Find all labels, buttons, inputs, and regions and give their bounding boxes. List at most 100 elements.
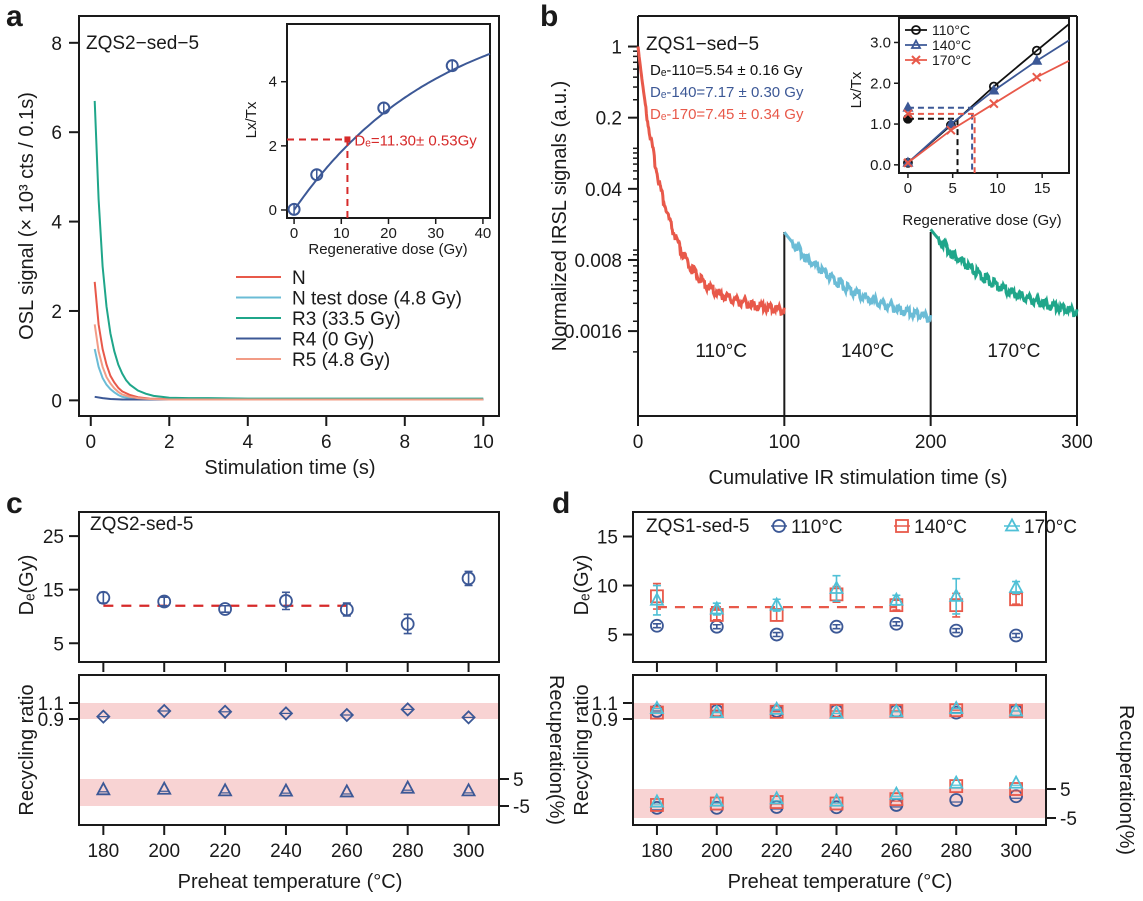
- legend-label: N test dose (4.8 Gy): [292, 289, 462, 310]
- inset-point: [1031, 54, 1043, 65]
- de-point-110c: [1009, 628, 1023, 643]
- legend-label: 170°C: [1024, 517, 1077, 538]
- de-error-bar: [832, 574, 841, 603]
- panel-c-bottom-frame: [78, 674, 500, 826]
- de-point-de: [461, 571, 476, 586]
- legend-label: 140°C: [914, 517, 967, 538]
- recycling-point: [217, 704, 233, 720]
- x-tick-label: 200: [915, 432, 947, 453]
- panel-a-ylabel: OSL signal (× 10³ cts / 0.1s): [16, 92, 38, 340]
- de-point-110c: [650, 618, 664, 633]
- recycling-point: [156, 703, 172, 719]
- de-point-de: [279, 594, 293, 608]
- inset-data-point: [445, 59, 459, 73]
- inset-point: [988, 84, 1000, 95]
- recuperation-point: [1009, 789, 1023, 804]
- inset-legend-marker: [911, 55, 921, 65]
- de-point-170c: [649, 591, 665, 606]
- inset-y-tick-label: 2.0: [870, 75, 891, 92]
- recuperation-point: [829, 796, 844, 811]
- x-tick-label: 260: [881, 841, 913, 862]
- recuperation-point: [156, 780, 172, 795]
- x-tick-label: 220: [209, 841, 241, 862]
- panel-a-osl-decay: ZQS2−sed−5 Stimulation time (s) OSL sign…: [16, 15, 500, 479]
- recuperation-point: [888, 785, 904, 800]
- inset-de-point: [344, 136, 351, 143]
- inset-x-tick-label: 0: [290, 225, 298, 242]
- recycling-y-tick-label: 0.9: [592, 710, 618, 731]
- recycling-point: [649, 700, 665, 714]
- inset-x-tick-label: 10: [333, 225, 350, 242]
- x-tick-label: 240: [270, 841, 302, 862]
- de-label: Dₑ-170=7.45 ± 0.34 Gy: [650, 106, 804, 123]
- de-point-170c: [888, 591, 904, 606]
- panel-c-recycling-ylabel: Recycling ratio: [16, 684, 38, 815]
- panel-a-inset-frame: [286, 23, 491, 219]
- x-tick-label: 180: [641, 841, 673, 862]
- de-label: Dₑ-140=7.17 ± 0.30 Gy: [650, 84, 804, 101]
- y-tick-label: 8: [51, 34, 62, 55]
- de-point-de: [339, 602, 354, 617]
- recuperation-point: [278, 782, 294, 797]
- de-error-bar: [772, 631, 781, 638]
- panel-letter-d: d: [552, 487, 570, 520]
- series-line-110c: [636, 46, 786, 317]
- inset-line: [907, 59, 1070, 164]
- recycling-point: [339, 707, 355, 723]
- panel-a-xlabel: Stimulation time (s): [204, 457, 375, 479]
- legend-marker: [895, 519, 909, 533]
- recuperation-y-tick-label: -5: [513, 797, 530, 818]
- de-error-bar: [952, 627, 961, 634]
- y-tick-label: 2: [51, 302, 62, 323]
- recycling-point: [400, 702, 415, 717]
- de-error-bar: [652, 622, 661, 629]
- panel-b-irsl-decay: ZQS1−sed−5 Cumulative IR stimulation tim…: [549, 15, 1093, 489]
- de-label: Dₑ-110=5.54 ± 0.16 Gy: [650, 62, 803, 79]
- de-y-tick-label: 5: [607, 626, 618, 647]
- x-tick-label: 180: [87, 841, 119, 862]
- panel-d-recycling-ylabel: Recycling ratio: [571, 684, 593, 815]
- recuperation-point: [217, 782, 233, 797]
- inset-legend-label: 110°C: [932, 22, 970, 38]
- panel-b-inset-frame: [898, 17, 1070, 174]
- recuperation-point: [649, 793, 665, 808]
- recuperation-point: [769, 790, 785, 805]
- panel-b-ylabel: Normalized IRSL signals (a.u.): [549, 81, 571, 351]
- x-tick-label: 2: [164, 432, 175, 453]
- recuperation-point: [339, 783, 355, 798]
- inset-x-tick-label: 40: [475, 225, 492, 242]
- inset-point: [946, 125, 956, 135]
- de-error-bar: [160, 596, 169, 607]
- recycling-y-tick-label: 1.1: [38, 694, 64, 715]
- recuperation-point: [400, 779, 416, 794]
- recuperation-point: [948, 774, 964, 789]
- panel-letter-c: c: [6, 487, 23, 520]
- recycling-point: [709, 704, 725, 718]
- inset-y-tick-label: 1.0: [870, 116, 891, 133]
- inset-x-tick-label: 10: [989, 180, 1006, 197]
- recuperation-band: [80, 779, 498, 806]
- de-error-bar: [712, 623, 721, 630]
- x-tick-label: 300: [1061, 432, 1093, 453]
- inset-y-tick-label: 4: [269, 74, 277, 91]
- inset-y-tick-label: 2: [269, 138, 277, 155]
- inset-x-tick-label: 5: [949, 180, 957, 197]
- inset-legend-marker: [911, 25, 921, 35]
- panel-c-preheat-test: ZQS2-sed-5 Preheat temperature (°C) Dₑ(G…: [16, 511, 567, 893]
- recuperation-y-tick-label: -5: [1060, 809, 1077, 830]
- de-point-110c: [829, 619, 844, 634]
- segment-label: 110°C: [695, 341, 747, 362]
- x-tick-label: 8: [400, 432, 411, 453]
- legend-marker: [772, 519, 786, 533]
- inset-point: [989, 98, 999, 109]
- x-tick-label: 4: [242, 432, 253, 453]
- de-error-bar: [99, 591, 108, 604]
- de-point-de: [400, 617, 415, 631]
- legend-label: R5 (4.8 Gy): [292, 350, 390, 371]
- recycling-point: [769, 700, 785, 715]
- x-tick-label: 10: [473, 432, 494, 453]
- inset-natural-point: [903, 109, 913, 119]
- x-tick-label: 220: [761, 841, 793, 862]
- series-line-n: [93, 348, 484, 401]
- y-tick-label: 6: [51, 123, 62, 144]
